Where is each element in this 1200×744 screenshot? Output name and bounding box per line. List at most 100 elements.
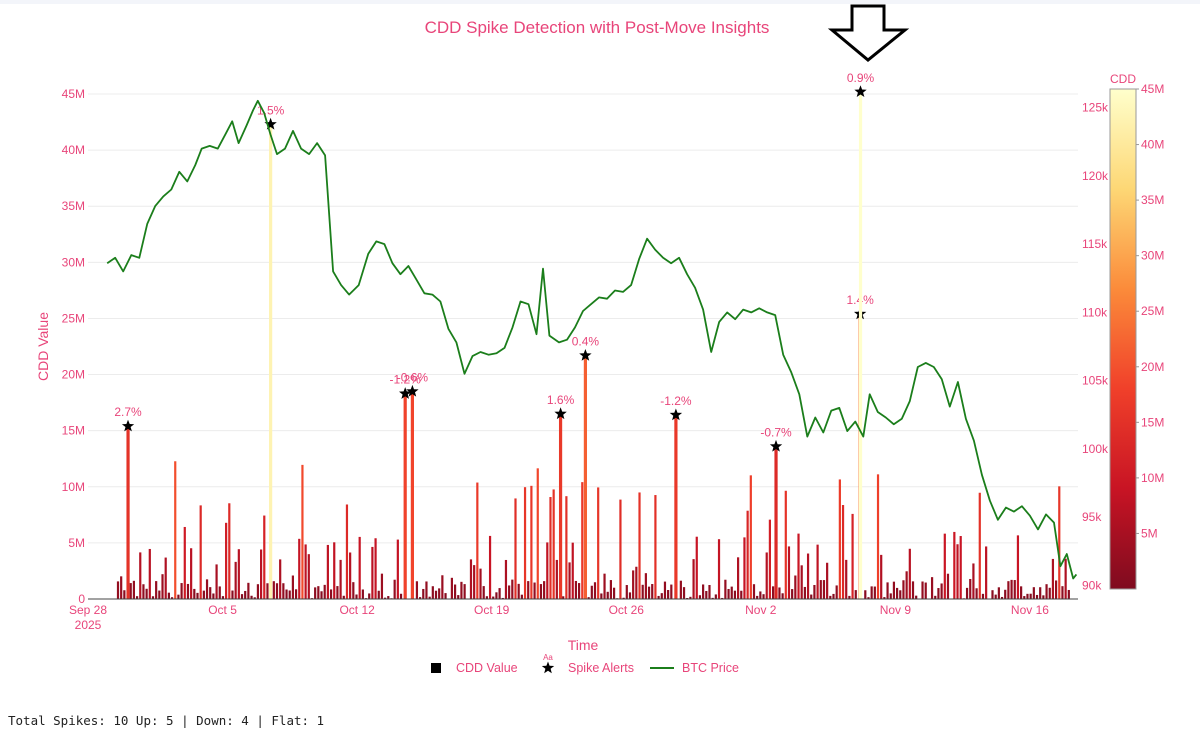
spike-bar	[269, 124, 273, 600]
cdd-bar	[622, 597, 625, 599]
cdd-bar	[819, 580, 822, 599]
cdd-bar	[530, 485, 533, 599]
cdd-bar	[1032, 587, 1035, 599]
cdd-bar	[183, 526, 186, 599]
cdd-bar	[425, 581, 428, 599]
cdd-bar	[1064, 558, 1067, 599]
cdd-bar	[965, 587, 969, 599]
cdd-bar	[587, 597, 590, 599]
cdd-bar	[924, 582, 927, 599]
cdd-bar	[864, 590, 867, 599]
cdd-bar	[329, 589, 333, 599]
y-axis-title: CDD Value	[35, 312, 51, 381]
cdd-bar	[240, 594, 244, 599]
cdd-bar	[275, 583, 279, 599]
cdd-bar	[361, 589, 364, 599]
cdd-bar	[978, 492, 981, 599]
cdd-bar	[867, 597, 870, 599]
y-tick-label: 35M	[62, 199, 85, 213]
cdd-bar	[870, 586, 873, 599]
cdd-bar	[186, 583, 190, 599]
cdd-bar	[835, 585, 838, 599]
cdd-bar	[647, 586, 651, 599]
cdd-bar	[552, 489, 555, 599]
cdd-bar	[237, 549, 240, 599]
cdd-bar	[256, 584, 260, 599]
cdd-bar	[899, 590, 902, 599]
btc-price-line	[106, 99, 1078, 580]
cdd-bar	[145, 588, 148, 599]
cdd-bar	[380, 573, 384, 599]
cdd-bar	[762, 594, 765, 599]
cdd-bar	[886, 582, 889, 599]
spike-label: 1.6%	[547, 393, 575, 407]
cdd-bar	[632, 570, 635, 599]
cdd-bar	[167, 592, 170, 599]
cdd-bar	[574, 580, 578, 599]
cdd-bar	[1048, 587, 1051, 599]
cdd-bar	[1067, 589, 1070, 599]
cdd-bar	[415, 581, 419, 599]
cdd-bar	[692, 559, 695, 599]
cdd-bar	[434, 590, 438, 599]
cdd-bar	[155, 581, 158, 599]
cdd-bar	[985, 546, 988, 599]
down-arrow-icon	[827, 4, 910, 62]
cdd-bar	[536, 468, 539, 599]
x-tick-label: Nov 2	[745, 603, 777, 617]
cdd-bar	[902, 580, 905, 599]
cdd-bar	[320, 591, 323, 599]
cdd-bar	[314, 587, 317, 599]
cdd-bar	[479, 568, 482, 599]
spike-star-icon	[579, 349, 592, 361]
spike-bar	[674, 414, 678, 599]
cdd-bar	[120, 576, 123, 599]
cdd-bar	[234, 561, 237, 599]
cdd-bar	[476, 482, 479, 599]
cdd-bar	[132, 580, 135, 599]
cdd-bar	[682, 587, 686, 599]
cdd-bar	[263, 515, 266, 599]
grid-lines	[88, 93, 1078, 544]
cdd-bar	[880, 554, 883, 599]
cdd-bar	[794, 575, 797, 599]
cdd-bar	[345, 504, 349, 599]
cdd-bar	[260, 549, 263, 599]
cdd-bar	[641, 584, 644, 599]
cdd-bar	[946, 573, 950, 599]
spike-label: 0.4%	[572, 334, 600, 348]
y2-tick-label: 90k	[1082, 578, 1102, 592]
cdd-bar	[784, 490, 787, 599]
cdd-bar	[225, 522, 228, 599]
cdd-bar	[193, 588, 196, 599]
cdd-bar	[994, 594, 997, 599]
spike-label: -0.6%	[397, 370, 429, 384]
cdd-bar	[218, 586, 221, 599]
cdd-bar	[733, 590, 737, 599]
cdd-bar	[667, 589, 670, 599]
cdd-bar	[937, 588, 940, 599]
cdd-bar	[482, 586, 485, 599]
cdd-bar	[1042, 595, 1045, 599]
cdd-bar	[752, 584, 756, 599]
cdd-bar	[282, 583, 285, 599]
spike-bar	[558, 413, 563, 599]
cdd-bar	[523, 487, 527, 599]
cdd-bar	[635, 566, 638, 599]
spike-star-icon	[399, 387, 412, 399]
cdd-bar	[670, 584, 673, 599]
cdd-bar	[603, 573, 606, 599]
cdd-bar	[1035, 594, 1039, 599]
cdd-bar	[387, 596, 390, 599]
spike-bar	[126, 426, 130, 599]
cdd-spike-chart: 2.7%1.5%-1.2%-0.6%1.6%0.4%-1.2%-0.7%1.4%…	[35, 4, 1164, 675]
cdd-bar	[244, 590, 247, 599]
cdd-bar	[485, 596, 488, 599]
cdd-bar	[368, 593, 371, 599]
y-tick-label: 5M	[68, 536, 85, 550]
cdd-bar	[791, 589, 794, 599]
y2-tick-label: 100k	[1082, 442, 1109, 456]
cdd-bar	[737, 557, 740, 599]
spike-star-icon	[406, 384, 419, 397]
colorbar-tick-label: 40M	[1141, 138, 1164, 152]
